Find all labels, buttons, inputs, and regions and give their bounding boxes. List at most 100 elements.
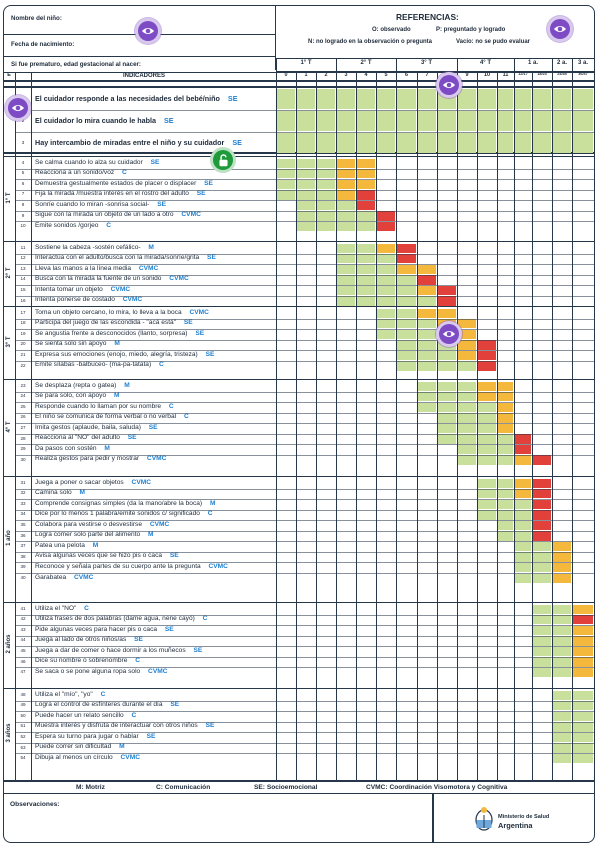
evaluation-cell[interactable]	[515, 265, 532, 274]
evaluation-cell[interactable]	[478, 636, 497, 645]
evaluation-cell[interactable]	[438, 712, 457, 721]
evaluation-cell[interactable]	[573, 392, 594, 401]
evaluation-cell[interactable]	[515, 201, 532, 210]
evaluation-cell[interactable]	[297, 563, 316, 572]
evaluation-cell[interactable]	[532, 88, 552, 110]
evaluation-cell[interactable]	[397, 542, 417, 551]
evaluation-cell[interactable]	[376, 211, 396, 221]
evaluation-cell[interactable]	[515, 319, 532, 328]
evaluation-cell[interactable]	[458, 521, 477, 530]
evaluation-cell[interactable]	[438, 190, 457, 199]
evaluation-cell[interactable]	[418, 754, 437, 763]
evaluation-cell[interactable]	[478, 521, 497, 530]
evaluation-cell[interactable]	[497, 478, 514, 488]
evaluation-cell[interactable]	[478, 647, 497, 656]
evaluation-cell[interactable]	[418, 636, 437, 645]
evaluation-cell[interactable]	[297, 382, 316, 391]
evaluation-cell[interactable]	[297, 542, 316, 551]
evaluation-cell[interactable]	[553, 489, 572, 498]
evaluation-cell[interactable]	[297, 668, 316, 677]
evaluation-cell[interactable]	[573, 340, 594, 349]
evaluation-cell[interactable]	[297, 500, 316, 509]
evaluation-cell[interactable]	[457, 350, 477, 361]
evaluation-cell[interactable]	[498, 340, 514, 349]
evaluation-cell[interactable]	[418, 722, 437, 731]
evaluation-cell[interactable]	[438, 521, 457, 530]
evaluation-cell[interactable]	[532, 562, 552, 573]
evaluation-cell[interactable]	[552, 562, 572, 573]
evaluation-cell[interactable]	[515, 296, 532, 305]
evaluation-cell[interactable]	[553, 403, 572, 412]
evaluation-cell[interactable]	[498, 712, 514, 721]
evaluation-cell[interactable]	[572, 657, 594, 667]
evaluation-cell[interactable]	[277, 754, 296, 763]
evaluation-cell[interactable]	[277, 211, 296, 220]
evaluation-cell[interactable]	[357, 712, 376, 721]
evaluation-cell[interactable]	[478, 275, 497, 284]
evaluation-cell[interactable]	[377, 445, 396, 454]
evaluation-cell[interactable]	[337, 382, 356, 391]
evaluation-cell[interactable]	[478, 254, 497, 263]
evaluation-cell[interactable]	[498, 574, 514, 583]
evaluation-cell[interactable]	[418, 413, 437, 422]
evaluation-cell[interactable]	[397, 712, 417, 721]
evaluation-cell[interactable]	[277, 319, 296, 328]
evaluation-cell[interactable]	[356, 221, 376, 232]
evaluation-cell[interactable]	[377, 552, 396, 561]
evaluation-cell[interactable]	[277, 392, 296, 401]
evaluation-cell[interactable]	[396, 254, 417, 264]
evaluation-cell[interactable]	[297, 424, 316, 433]
evaluation-cell[interactable]	[553, 222, 572, 231]
evaluation-cell[interactable]	[438, 542, 457, 551]
evaluation-cell[interactable]	[376, 296, 396, 306]
evaluation-cell[interactable]	[553, 500, 572, 509]
evaluation-cell[interactable]	[438, 615, 457, 624]
evaluation-cell[interactable]	[438, 647, 457, 656]
evaluation-cell[interactable]	[533, 254, 552, 263]
evaluation-cell[interactable]	[297, 296, 316, 305]
evaluation-cell[interactable]	[357, 531, 376, 540]
evaluation-cell[interactable]	[533, 351, 552, 360]
evaluation-cell[interactable]	[498, 309, 514, 318]
evaluation-cell[interactable]	[337, 489, 356, 498]
evaluation-cell[interactable]	[553, 434, 572, 443]
evaluation-cell[interactable]	[438, 254, 457, 263]
evaluation-cell[interactable]	[573, 552, 594, 561]
evaluation-cell[interactable]	[297, 626, 316, 635]
evaluation-cell[interactable]	[553, 201, 572, 210]
evaluation-cell[interactable]	[457, 444, 477, 455]
evaluation-cell[interactable]	[336, 296, 356, 306]
evaluation-cell[interactable]	[317, 489, 336, 498]
evaluation-cell[interactable]	[397, 647, 417, 656]
evaluation-cell[interactable]	[418, 159, 437, 168]
evaluation-cell[interactable]	[357, 626, 376, 635]
evaluation-cell[interactable]	[477, 361, 497, 371]
evaluation-cell[interactable]	[438, 668, 457, 677]
evaluation-cell[interactable]	[553, 351, 572, 360]
evaluation-cell[interactable]	[277, 403, 296, 412]
evaluation-cell[interactable]	[377, 626, 396, 635]
evaluation-cell[interactable]	[572, 667, 594, 678]
evaluation-cell[interactable]	[514, 499, 532, 510]
evaluation-cell[interactable]	[337, 636, 356, 645]
evaluation-cell[interactable]	[515, 712, 532, 721]
evaluation-cell[interactable]	[498, 244, 514, 253]
evaluation-cell[interactable]	[377, 434, 396, 443]
evaluation-cell[interactable]	[317, 351, 336, 360]
evaluation-cell[interactable]	[397, 222, 417, 231]
evaluation-cell[interactable]	[533, 296, 552, 305]
evaluation-cell[interactable]	[515, 636, 532, 645]
evaluation-cell[interactable]	[377, 351, 396, 360]
evaluation-cell[interactable]	[553, 424, 572, 433]
evaluation-cell[interactable]	[532, 625, 552, 636]
evaluation-cell[interactable]	[458, 626, 477, 635]
evaluation-cell[interactable]	[418, 489, 437, 498]
evaluation-cell[interactable]	[337, 701, 356, 710]
evaluation-cell[interactable]	[297, 319, 316, 328]
evaluation-cell[interactable]	[553, 479, 572, 488]
evaluation-cell[interactable]	[438, 754, 457, 763]
evaluation-cell[interactable]	[478, 605, 497, 614]
evaluation-cell[interactable]	[458, 563, 477, 572]
evaluation-cell[interactable]	[337, 340, 356, 349]
evaluation-cell[interactable]	[552, 604, 572, 614]
